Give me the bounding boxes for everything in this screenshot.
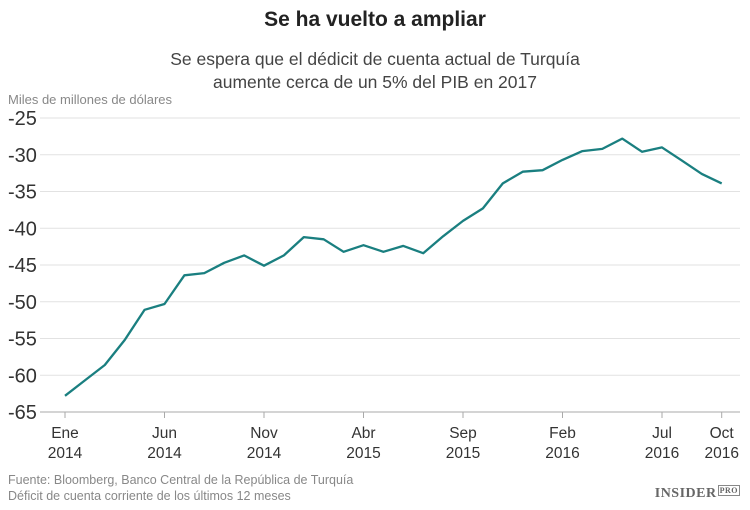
x-tick-label-year: 2014 (48, 445, 83, 462)
y-tick-label: -65 (8, 402, 37, 424)
y-axis-label: Miles de millones de dólares (8, 92, 173, 107)
x-tick-label-month: Oct (710, 425, 735, 442)
x-tick-label-year: 2016 (545, 445, 579, 462)
chart-title: Se ha vuelto a ampliar (264, 8, 486, 31)
y-tick-label: -55 (8, 329, 37, 351)
x-tick-label-month: Sep (449, 425, 477, 442)
y-tick-label: -35 (8, 182, 37, 204)
x-tick-label-year: 2016 (704, 445, 738, 462)
logo-text: INSIDER (654, 486, 717, 501)
y-tick-label: -30 (8, 145, 37, 167)
data-note: Déficit de cuenta corriente de los últim… (8, 489, 291, 503)
x-tick-label-month: Nov (250, 425, 278, 442)
y-tick-label: -50 (8, 292, 37, 314)
subtitle-line-1: Se espera que el dédicit de cuenta actua… (170, 49, 580, 69)
x-tick-label-year: 2015 (346, 445, 380, 462)
y-tick-label: -60 (8, 365, 37, 387)
source-note: Fuente: Bloomberg, Banco Central de la R… (8, 473, 354, 487)
logo-badge: PRO (717, 485, 740, 496)
x-tick-label-month: Ene (51, 425, 79, 442)
subtitle-line-2: aumente cerca de un 5% del PIB en 2017 (213, 72, 537, 92)
x-tick-label-month: Jun (152, 425, 177, 442)
footer: Fuente: Bloomberg, Banco Central de la R… (8, 472, 353, 504)
x-tick-label-month: Abr (351, 425, 375, 442)
y-tick-label: -45 (8, 255, 37, 277)
y-tick-label: -25 (8, 108, 37, 130)
x-tick-label-year: 2014 (147, 445, 182, 462)
x-tick-label-year: 2014 (247, 445, 282, 462)
x-tick-label-year: 2015 (446, 445, 480, 462)
x-tick-label-month: Feb (549, 425, 576, 442)
x-tick-label-year: 2016 (645, 445, 679, 462)
data-line (64, 137, 723, 397)
insider-pro-logo: INSIDER PRO (654, 485, 740, 502)
x-tick-label-month: Jul (652, 425, 672, 442)
chart-subtitle: Se espera que el dédicit de cuenta actua… (0, 48, 750, 94)
y-tick-label: -40 (8, 218, 37, 240)
